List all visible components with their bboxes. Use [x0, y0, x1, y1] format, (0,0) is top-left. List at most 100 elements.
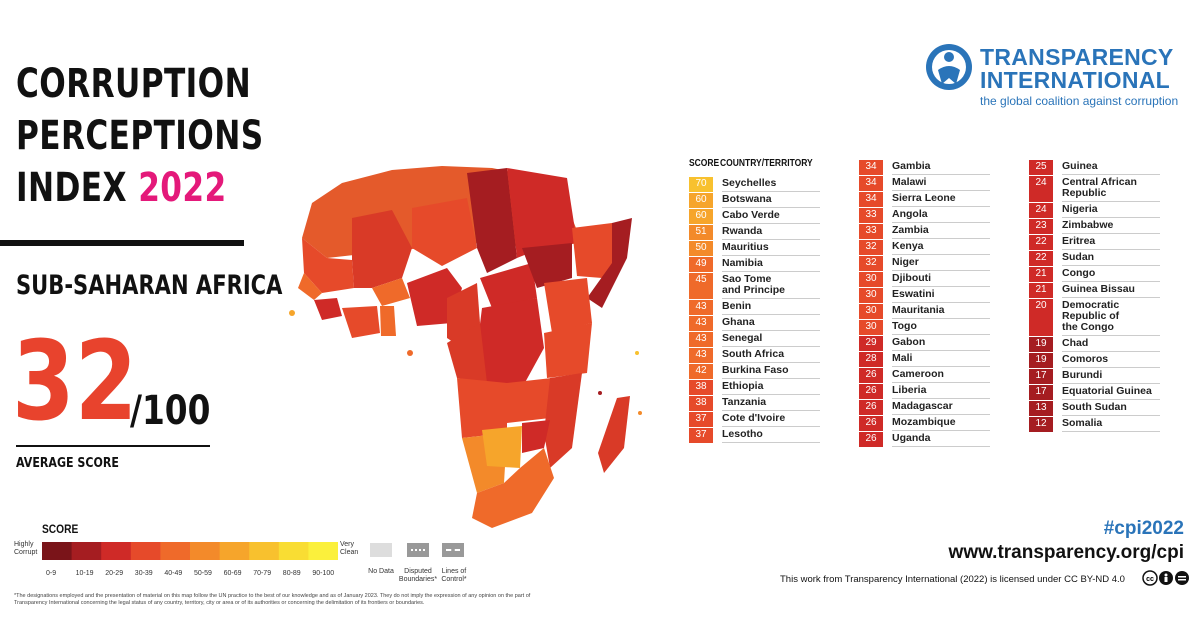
- row-country: Ghana: [722, 316, 755, 328]
- legend-tick-label: 30-39: [134, 570, 153, 577]
- row-divider: [722, 410, 820, 411]
- row-score: 50: [689, 241, 713, 256]
- row-divider: [1062, 297, 1160, 298]
- table-row: 30 Eswatini: [859, 288, 991, 303]
- row-divider: [722, 442, 820, 443]
- map-zimbabwe: [522, 420, 550, 453]
- legend-low-label: Highly Corrupt: [14, 541, 38, 556]
- lines-of-control-label: Lines of Control*: [441, 568, 467, 583]
- hashtag[interactable]: #cpi2022: [1103, 518, 1184, 539]
- row-score: 34: [859, 192, 883, 207]
- row-score: 22: [1029, 251, 1053, 266]
- row-score: 28: [859, 352, 883, 367]
- row-score: 29: [859, 336, 883, 351]
- table-row: 30 Togo: [859, 320, 991, 335]
- row-score: 23: [1029, 219, 1053, 234]
- table-row: 21 Guinea Bissau: [1029, 283, 1161, 298]
- legend-swatch: [308, 542, 338, 560]
- title-divider: [0, 240, 244, 246]
- row-score: 24: [1029, 203, 1053, 218]
- row-score: 43: [689, 316, 713, 331]
- table-row: 32 Kenya: [859, 240, 991, 255]
- row-divider: [722, 239, 820, 240]
- row-country: Democratic Republic of the Congo: [1062, 299, 1120, 333]
- table-row: 19 Chad: [1029, 337, 1161, 352]
- table-row: 12 Somalia: [1029, 417, 1161, 432]
- row-divider: [1062, 367, 1160, 368]
- table-row: 33 Angola: [859, 208, 991, 223]
- table-row: 34 Sierra Leone: [859, 192, 991, 207]
- score-divider: [16, 445, 210, 447]
- row-divider: [1062, 415, 1160, 416]
- map-south-sudan: [522, 243, 572, 288]
- row-score: 19: [1029, 353, 1053, 368]
- table-row: 26 Liberia: [859, 384, 991, 399]
- table-row: 38 Ethiopia: [689, 380, 821, 395]
- row-country: Mozambique: [892, 416, 956, 428]
- row-country: South Africa: [722, 348, 785, 360]
- table-row: 21 Congo: [1029, 267, 1161, 282]
- row-divider: [722, 298, 820, 299]
- map-mozambique: [544, 373, 582, 468]
- row-country: Kenya: [892, 240, 924, 252]
- row-score: 26: [859, 384, 883, 399]
- row-country: Somalia: [1062, 417, 1103, 429]
- row-score: 51: [689, 225, 713, 240]
- table-row: 43 Senegal: [689, 332, 821, 347]
- table-row: 17 Burundi: [1029, 369, 1161, 384]
- row-country: South Sudan: [1062, 401, 1127, 413]
- row-score: 34: [859, 160, 883, 175]
- row-country: Burundi: [1062, 369, 1103, 381]
- table-row: 51 Rwanda: [689, 225, 821, 240]
- row-country: Sierra Leone: [892, 192, 956, 204]
- logo-tagline: the global coalition against corruption: [980, 94, 1179, 108]
- row-country: Namibia: [722, 257, 763, 269]
- row-score: 12: [1029, 417, 1053, 432]
- row-divider: [1062, 351, 1160, 352]
- row-country: Mauritania: [892, 304, 945, 316]
- row-score: 26: [859, 416, 883, 431]
- row-country: Angola: [892, 208, 928, 220]
- table-row: 30 Djibouti: [859, 272, 991, 287]
- row-divider: [1062, 399, 1160, 400]
- nd-icon: [1175, 571, 1189, 585]
- table-row: 70 Seychelles: [689, 177, 821, 192]
- row-country: Liberia: [892, 384, 927, 396]
- map-niger: [412, 198, 477, 266]
- map-drc: [477, 298, 544, 388]
- map-uganda-kenya: [544, 278, 592, 333]
- website-link[interactable]: www.transparency.org/cpi: [948, 542, 1184, 563]
- legend-tick-label: 40-49: [164, 570, 183, 577]
- disputed-boundaries-swatch: [407, 543, 429, 557]
- table-row: 26 Cameroon: [859, 368, 991, 383]
- row-divider: [722, 223, 820, 224]
- row-country: Niger: [892, 256, 919, 268]
- table-row: 49 Namibia: [689, 257, 821, 272]
- legend-swatch: [160, 542, 191, 560]
- row-country: Gambia: [892, 160, 931, 172]
- table-row: 28 Mali: [859, 352, 991, 367]
- row-country: Nigeria: [1062, 203, 1098, 215]
- legend-swatch: [190, 542, 221, 560]
- row-country: Gabon: [892, 336, 926, 348]
- row-score: 49: [689, 257, 713, 272]
- row-score: 20: [1029, 299, 1053, 336]
- row-country: Guinea Bissau: [1062, 283, 1135, 295]
- row-score: 43: [689, 300, 713, 315]
- title-year: 2022: [138, 165, 227, 211]
- row-country: Eswatini: [892, 288, 935, 300]
- row-divider: [892, 350, 990, 351]
- legend-swatch: [71, 542, 102, 560]
- map-south-africa: [472, 448, 554, 528]
- table-row: 34 Gambia: [859, 160, 991, 175]
- table-row: 17 Equatorial Guinea: [1029, 385, 1161, 400]
- row-divider: [1062, 217, 1160, 218]
- table-row: 45 Sao Tome and Principe: [689, 273, 821, 299]
- table-row: 33 Zambia: [859, 224, 991, 239]
- row-country: Sudan: [1062, 251, 1095, 263]
- row-country: Benin: [722, 300, 752, 312]
- row-divider: [892, 366, 990, 367]
- legend-tick-label: 60-69: [223, 570, 242, 577]
- row-score: 30: [859, 272, 883, 287]
- legend-swatch: [249, 542, 280, 560]
